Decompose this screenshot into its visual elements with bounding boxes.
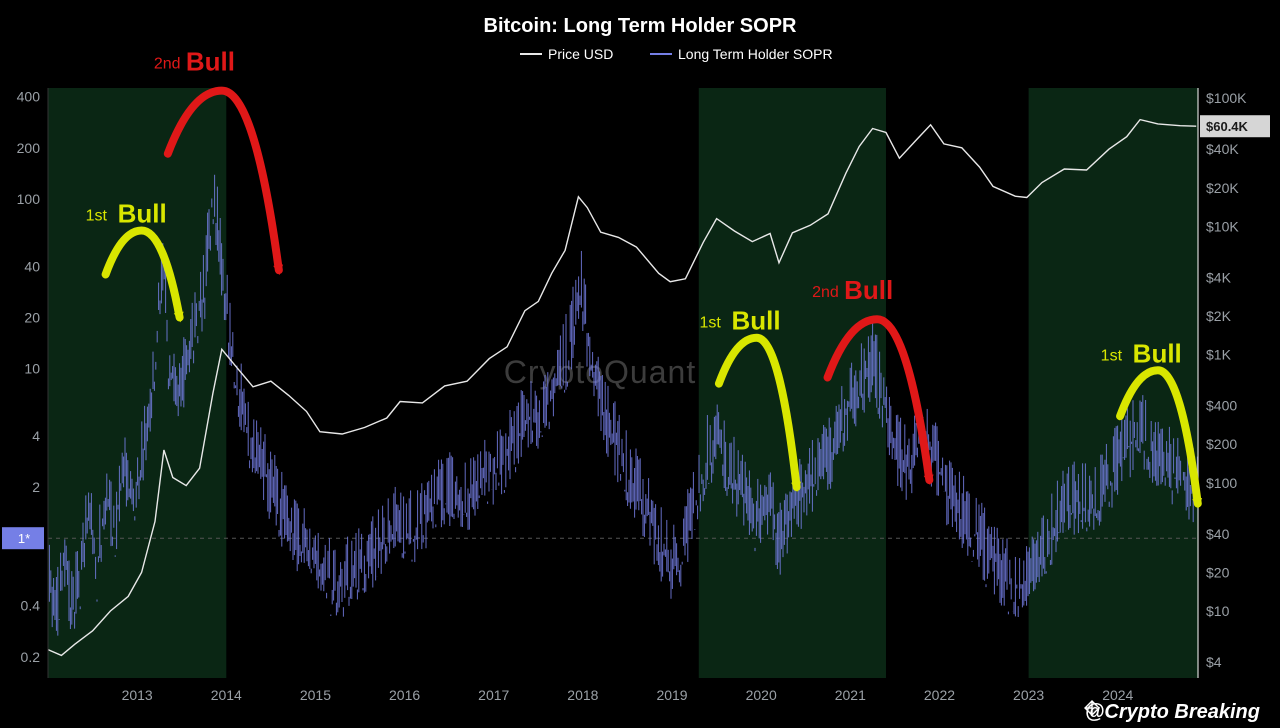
x-tick-label: 2017 xyxy=(478,687,509,703)
y-right-tick-label: $4K xyxy=(1206,269,1232,285)
chart-svg: Bitcoin: Long Term Holder SOPR Price USD L… xyxy=(0,0,1280,728)
x-tick-label: 2015 xyxy=(300,687,331,703)
bull-label: Bull xyxy=(844,275,893,305)
x-tick-label: 2018 xyxy=(567,687,598,703)
legend-label: Price USD xyxy=(548,46,613,62)
bull-ordinal: 2nd xyxy=(154,56,181,73)
y-left-tick-label: 0.4 xyxy=(21,598,41,614)
y-left-tick-label: 40 xyxy=(24,258,40,274)
y-right-tick-label: $2K xyxy=(1206,308,1232,324)
y-left-tick-label: 4 xyxy=(32,428,40,444)
y-right-tick-label: $10 xyxy=(1206,603,1230,619)
bull-ordinal: 1st xyxy=(86,207,108,224)
y-right-tick-label: $20 xyxy=(1206,564,1230,580)
y-right-tick-label: $20K xyxy=(1206,180,1239,196)
y-left-tick-label: 100 xyxy=(17,191,41,207)
y-left-tick-label: 10 xyxy=(24,361,40,377)
bull-ordinal: 1st xyxy=(1101,347,1123,364)
x-tick-label: 2019 xyxy=(656,687,687,703)
y-right-tick-label: $4 xyxy=(1206,654,1222,670)
y-left-tick-label: 20 xyxy=(24,309,40,325)
x-tick-label: 2022 xyxy=(924,687,955,703)
cycle-zone xyxy=(699,88,886,678)
bull-label: Bull xyxy=(732,306,781,336)
y-left-tick-label: 2 xyxy=(32,479,40,495)
bull-label: Bull xyxy=(186,47,235,77)
attribution-text: @Crypto Breaking xyxy=(1085,701,1260,723)
bull-ordinal: 1st xyxy=(700,315,722,332)
y-left-current-label: 1* xyxy=(18,531,30,546)
y-left-tick-label: 400 xyxy=(17,89,41,105)
cycle-zone xyxy=(48,88,226,678)
y-right-current-label: $60.4K xyxy=(1206,119,1249,134)
x-tick-label: 2014 xyxy=(211,687,242,703)
chart-container: Bitcoin: Long Term Holder SOPR Price USD L… xyxy=(0,0,1280,728)
y-right-tick-label: $10K xyxy=(1206,218,1239,234)
bull-label: Bull xyxy=(118,198,167,228)
chart-title: Bitcoin: Long Term Holder SOPR xyxy=(484,15,798,37)
x-tick-label: 2013 xyxy=(122,687,153,703)
bull-ordinal: 2nd xyxy=(812,284,839,301)
attribution: @Crypto Breaking xyxy=(1085,701,1260,723)
bull-label: Bull xyxy=(1133,338,1182,368)
y-left-tick-label: 200 xyxy=(17,140,41,156)
y-right-tick-label: $40K xyxy=(1206,141,1239,157)
y-right-tick-label: $100 xyxy=(1206,475,1237,491)
y-right-tick-label: $1K xyxy=(1206,347,1232,363)
legend-label: Long Term Holder SOPR xyxy=(678,46,833,62)
y-right-tick-label: $100K xyxy=(1206,90,1247,106)
y-right-tick-label: $200 xyxy=(1206,436,1237,452)
y-right-tick-label: $400 xyxy=(1206,398,1237,414)
y-right-tick-label: $40 xyxy=(1206,526,1230,542)
x-tick-label: 2023 xyxy=(1013,687,1044,703)
y-left-tick-label: 0.2 xyxy=(21,649,41,665)
x-tick-label: 2020 xyxy=(746,687,777,703)
x-tick-label: 2016 xyxy=(389,687,420,703)
x-tick-label: 2021 xyxy=(835,687,866,703)
